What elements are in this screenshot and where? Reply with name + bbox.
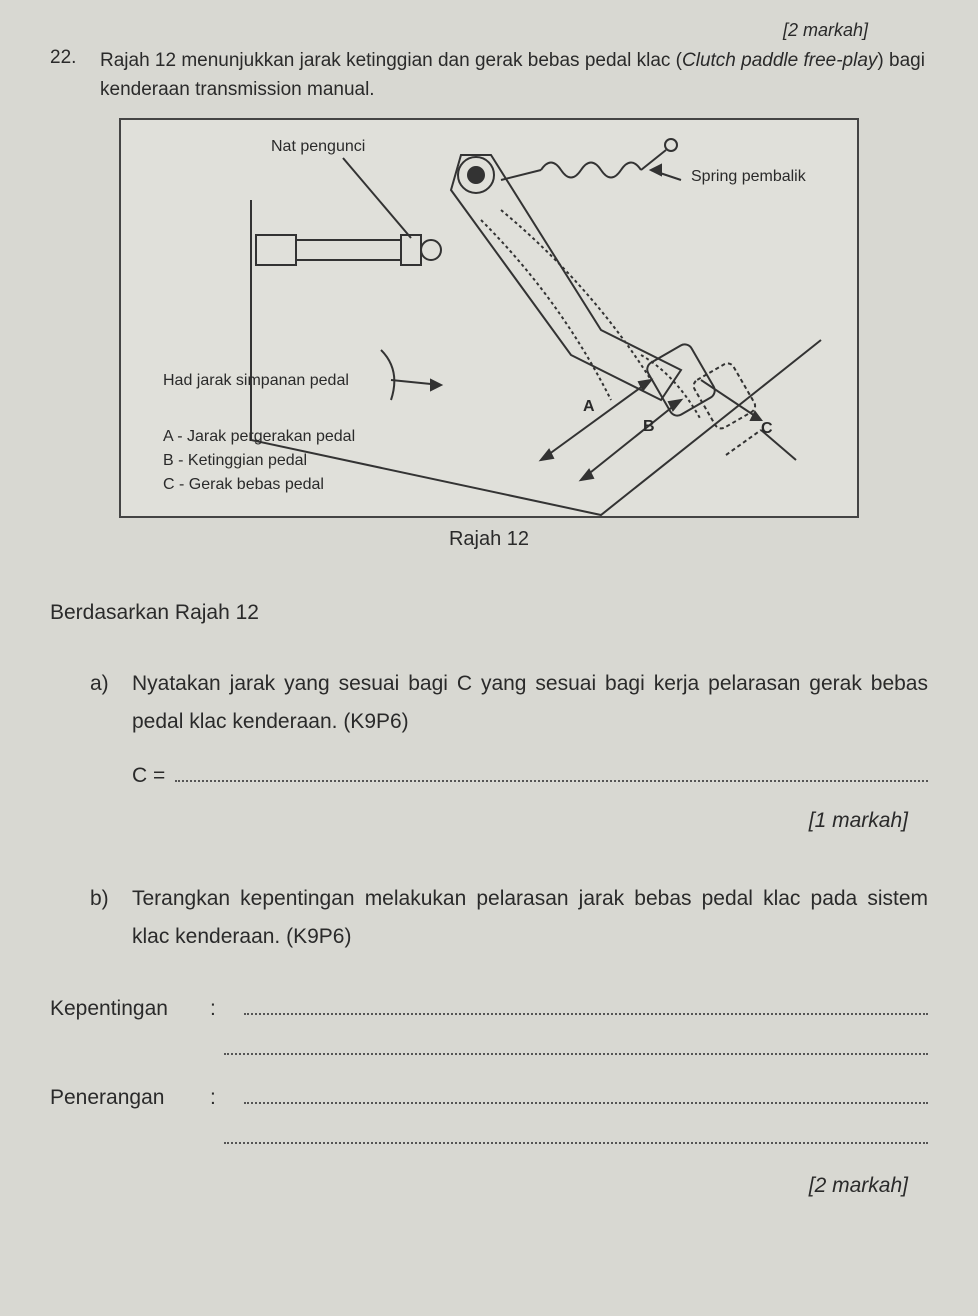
question-number: 22. [50, 47, 80, 104]
figure-caption: Rajah 12 [449, 528, 529, 551]
figure-legend: A - Jarak pergerakan pedal B - Ketinggia… [163, 425, 355, 497]
part-a-answer-label: C = [132, 757, 165, 795]
qtext-part1: Rajah 12 menunjukkan jarak ketinggian da… [100, 50, 682, 71]
penerangan-line-1[interactable] [244, 1085, 928, 1104]
label-had-jarak: Had jarak simpanan pedal [163, 372, 349, 390]
penerangan-label: Penerangan [50, 1086, 190, 1110]
dim-label-c: C [761, 420, 773, 438]
part-b-marks: [2 markah] [50, 1174, 928, 1198]
qtext-italic: Clutch paddle free-play [682, 50, 877, 71]
question-text: Rajah 12 menunjukkan jarak ketinggian da… [100, 47, 928, 104]
part-a-text: Nyatakan jarak yang sesuai bagi C yang s… [132, 665, 928, 741]
label-spring-pembalik: Spring pembalik [691, 168, 806, 186]
legend-b: B - Ketinggian pedal [163, 449, 355, 473]
penerangan-row: Penerangan : [50, 1085, 928, 1110]
question-header: 22. Rajah 12 menunjukkan jarak ketinggia… [50, 47, 928, 104]
part-b: b) Terangkan kepentingan melakukan pelar… [50, 880, 928, 956]
penerangan-line-2[interactable] [224, 1128, 928, 1144]
part-a-marks: [1 markah] [132, 802, 928, 840]
figure-container: Nat pengunci Spring pembalik Had jarak s… [50, 118, 928, 551]
dim-label-b: B [643, 418, 655, 436]
part-a: a) Nyatakan jarak yang sesuai bagi C yan… [50, 665, 928, 840]
kepentingan-line-2[interactable] [224, 1039, 928, 1055]
part-b-letter: b) [90, 880, 118, 956]
figure-box: Nat pengunci Spring pembalik Had jarak s… [119, 118, 859, 518]
label-nat-pengunci: Nat pengunci [271, 138, 365, 156]
penerangan-colon: : [210, 1086, 224, 1110]
dim-label-a: A [583, 398, 595, 416]
legend-c: C - Gerak bebas pedal [163, 473, 355, 497]
kepentingan-line-1[interactable] [244, 996, 928, 1015]
based-on-text: Berdasarkan Rajah 12 [50, 601, 928, 625]
marks-top: [2 markah] [50, 20, 928, 41]
part-a-dotted-line[interactable] [175, 763, 928, 782]
part-b-text: Terangkan kepentingan melakukan pelarasa… [132, 880, 928, 956]
part-a-letter: a) [90, 665, 118, 840]
kepentingan-colon: : [210, 997, 224, 1021]
kepentingan-label: Kepentingan [50, 997, 190, 1021]
kepentingan-row: Kepentingan : [50, 996, 928, 1021]
part-a-answer-line: C = [132, 757, 928, 795]
legend-a: A - Jarak pergerakan pedal [163, 425, 355, 449]
